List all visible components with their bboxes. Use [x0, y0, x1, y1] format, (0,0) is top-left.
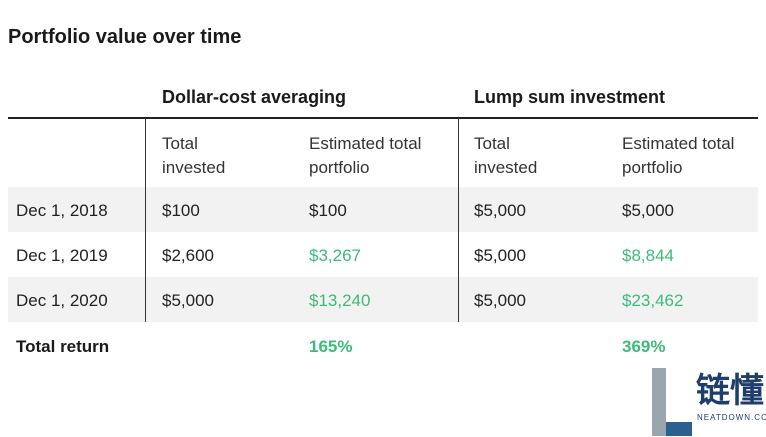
cell: $100 [309, 201, 347, 220]
title: Portfolio value over time [8, 26, 242, 48]
cell: $5,000 [474, 201, 526, 220]
cell: Dec 1, 2019 [16, 246, 108, 265]
cell: $5,000 [474, 291, 526, 310]
cell: $5,000 [474, 246, 526, 265]
cell: $5,000 [622, 201, 674, 220]
logo-l-shade [652, 368, 666, 436]
watermark-brand: 链懂 [696, 372, 764, 410]
group-header: Dollar-cost averaging [162, 87, 347, 107]
subheader: Estimated total portfolio [622, 134, 735, 177]
cell: Dec 1, 2020 [16, 291, 108, 310]
cell: $3,267 [309, 246, 361, 265]
cell: $2,600 [162, 246, 214, 265]
row-background [8, 277, 758, 322]
divider [458, 118, 459, 322]
cell: $13,240 [309, 291, 371, 310]
cell: $5,000 [162, 291, 214, 310]
total-value: 165% [309, 337, 353, 356]
cell: Dec 1, 2018 [16, 201, 108, 220]
row-background [8, 187, 758, 232]
divider [145, 118, 146, 322]
logo-mark [652, 368, 692, 436]
cell: $8,844 [622, 246, 674, 265]
subheader: Estimated total portfolio [309, 134, 422, 177]
cell: $100 [162, 201, 200, 220]
watermark-site: NEATDOWN.COM [697, 413, 766, 422]
total-value: 369% [622, 337, 666, 356]
subheader: Total invested [474, 134, 538, 177]
group-header: Lump sum investment [474, 87, 666, 107]
cell: $23,462 [622, 291, 684, 310]
total-label: Total return [16, 337, 110, 356]
subheader: Total invested [162, 134, 226, 177]
header-rule [8, 117, 758, 119]
